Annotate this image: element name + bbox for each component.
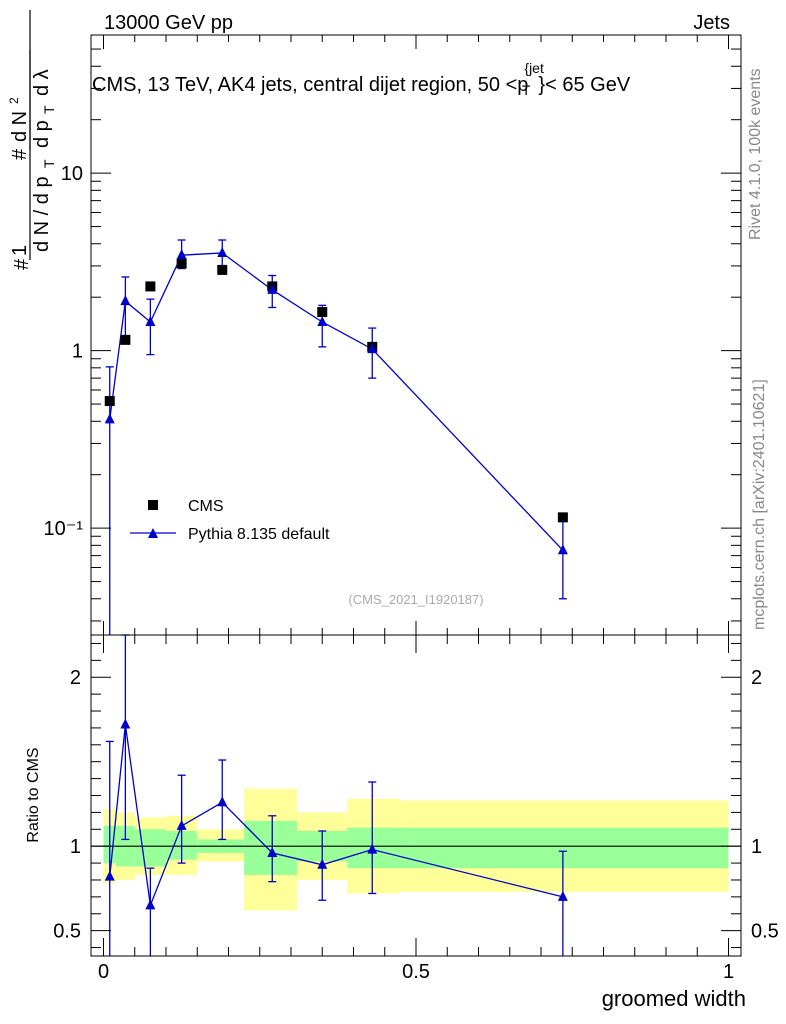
header-left-label: 13000 GeV pp — [104, 12, 233, 34]
y-tick-label: 1 — [72, 341, 83, 363]
svg-text:#: # — [11, 258, 33, 270]
cms-data-point — [317, 307, 328, 318]
pythia-data-point — [104, 413, 115, 424]
ratio-data-point — [217, 796, 228, 807]
cms-data-point — [120, 334, 131, 345]
rivet-version-label: Rivet 4.1.0, 100k events — [747, 68, 764, 240]
cms-data-point — [176, 258, 187, 269]
pythia-data-point — [217, 246, 228, 257]
cms-data-point — [557, 512, 568, 523]
legend-cms-marker — [148, 500, 158, 510]
ratio-inner-band — [134, 829, 166, 867]
ratio-axis-ticks: 0.5 0.5 1 1 2 2 0 0.5 1 — [53, 635, 779, 983]
x-tick-label: 1 — [723, 961, 734, 983]
svg-text:2: 2 — [7, 97, 21, 104]
svg-text:d p: d p — [31, 120, 53, 148]
svg-text:T: T — [41, 105, 57, 114]
ratio-data-point — [557, 890, 568, 901]
ratio-y-tick-label-right: 1 — [751, 836, 762, 858]
pythia-line — [109, 252, 564, 551]
main-axis-ticks: 10⁻¹ 1 10 — [44, 34, 741, 635]
pythia-data-point — [145, 315, 156, 326]
x-tick-label: 0 — [98, 961, 109, 983]
x-tick-label: 0.5 — [402, 961, 430, 983]
pythia-data-point — [120, 295, 131, 306]
pythia-data-point — [367, 343, 378, 354]
ratio-y-tick-label: 1 — [70, 836, 81, 858]
ratio-bands — [91, 788, 741, 911]
ratio-y-axis-label: Ratio to CMS — [25, 747, 42, 842]
ratio-y-tick-label-right: 0.5 — [751, 921, 779, 943]
ratio-data-point — [176, 819, 187, 830]
svg-text:d λ: d λ — [31, 69, 53, 96]
legend-pythia-marker — [148, 528, 158, 538]
legend-cms-label: CMS — [188, 498, 224, 515]
pythia-data-point — [267, 283, 278, 294]
ratio-data-point — [317, 858, 328, 869]
chart-title: CMS, 13 TeV, AK4 jets, central dijet reg… — [92, 60, 631, 98]
header-right-label: Jets — [693, 12, 730, 34]
legend: CMS Pythia 8.135 default — [130, 498, 330, 543]
svg-text:1: 1 — [9, 245, 31, 256]
mcplots-label: mcplots.cern.ch [arXiv:2401.10621] — [751, 379, 768, 630]
ratio-y-tick-label: 2 — [70, 667, 81, 689]
y-tick-label: 10⁻¹ — [44, 518, 84, 540]
svg-text:T: T — [41, 159, 57, 168]
cms-data-point — [217, 264, 228, 275]
pythia-data-point — [176, 249, 187, 260]
svg-text:d N / d p: d N / d p — [31, 176, 53, 252]
analysis-id-label: (CMS_2021_I1920187) — [348, 592, 483, 607]
ratio-y-tick-label: 0.5 — [53, 921, 81, 943]
ratio-data-point — [367, 843, 378, 854]
ratio-data-point — [104, 870, 115, 881]
pythia-data-point — [317, 315, 328, 326]
svg-text:d N: d N — [9, 111, 31, 142]
cms-data-point — [104, 396, 115, 407]
ratio-data-point — [145, 899, 156, 910]
main-y-axis-label: # 1 d N / d p T # d N 2 d p T d λ — [7, 10, 57, 270]
legend-pythia-label: Pythia 8.135 default — [188, 526, 330, 543]
main-panel: 10⁻¹ 1 10 CMS, 13 TeV, AK4 jets, central d… — [7, 10, 742, 636]
svg-text:#: # — [9, 148, 31, 160]
ratio-data-point — [120, 718, 131, 729]
pythia-data-point — [557, 544, 568, 555]
ratio-frame — [90, 634, 742, 957]
ratio-inner-band — [244, 820, 298, 875]
main-frame — [90, 34, 742, 636]
ratio-y-tick-label-right: 2 — [751, 667, 762, 689]
cms-data-point — [145, 281, 156, 292]
ratio-inner-band — [400, 827, 729, 869]
ratio-panel: 0.5 0.5 1 1 2 2 0 0.5 1 Ratio to CMS groomed wid… — [25, 634, 779, 1011]
y-tick-label: 10 — [61, 163, 83, 185]
ratio-data-point — [267, 846, 278, 857]
x-axis-label: groomed width — [602, 986, 746, 1011]
